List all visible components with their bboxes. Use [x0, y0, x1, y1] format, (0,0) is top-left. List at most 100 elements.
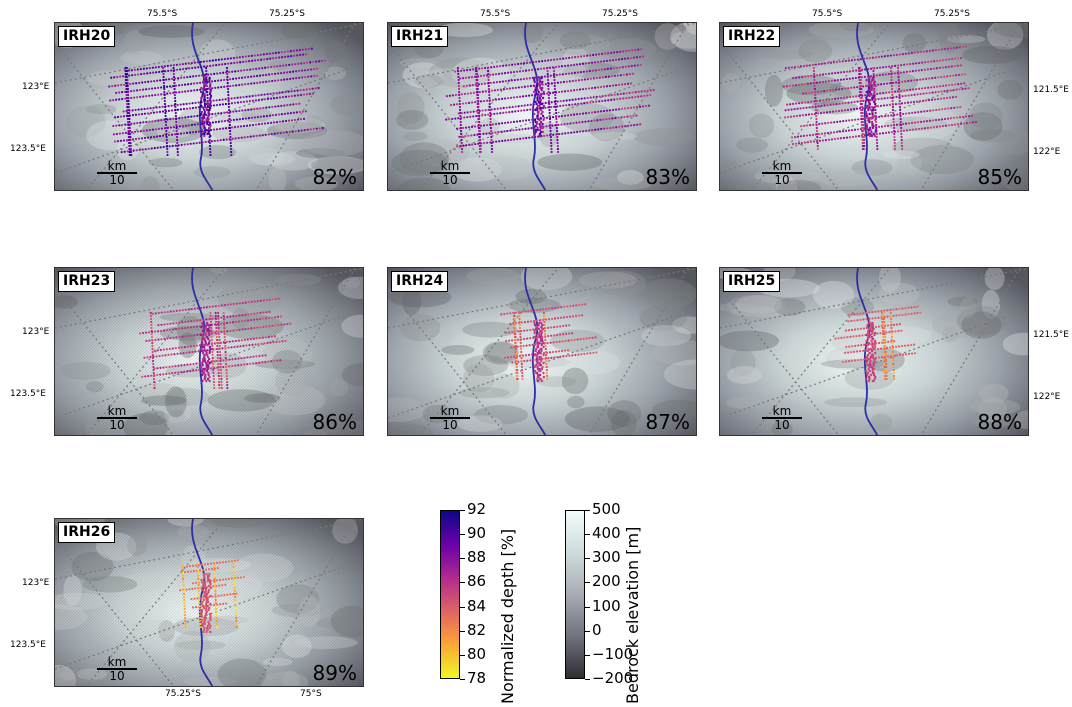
colorbar-tick-label: 0: [592, 620, 602, 639]
lon-label-left: 123.5°E: [10, 389, 46, 399]
scale-length: 10: [109, 418, 125, 432]
horizon-label: IRH21: [391, 26, 449, 47]
colorbar-tick-mark: [585, 582, 590, 584]
colorbar-tick-mark: [585, 679, 590, 680]
coverage-percent: 87%: [645, 410, 690, 434]
colorbar-tick-label: 300: [592, 548, 621, 567]
scale-bar: km 10: [430, 160, 470, 186]
bedrock-colorbar: [565, 510, 585, 679]
scale-length: 10: [109, 173, 125, 187]
colorbar-tick-label: 92: [467, 500, 487, 518]
map-panel: IRH22 85% km 10: [719, 22, 1029, 191]
scale-unit: km: [440, 404, 460, 418]
map-panel: IRH26 89% km 10: [54, 518, 364, 687]
colorbar-tick-label: 78: [467, 669, 487, 687]
colorbar-tick-label: −100: [592, 644, 634, 663]
colorbar-tick-label: 400: [592, 524, 621, 543]
colorbar-tick-label: 80: [467, 644, 487, 663]
colorbar-tick-mark: [585, 606, 590, 608]
scale-unit: km: [772, 404, 792, 418]
scale-line: [97, 668, 137, 670]
scale-bar: km 10: [430, 405, 470, 431]
lat-label-top: 75.25°S: [934, 9, 970, 19]
scale-unit: km: [107, 404, 127, 418]
colorbar-tick-mark: [460, 558, 465, 560]
scale-length: 10: [774, 173, 790, 187]
lat-label-top: 75.25°S: [602, 9, 638, 19]
scale-length: 10: [442, 418, 458, 432]
colorbar-tick-mark: [585, 630, 590, 632]
colorbar-tick-mark: [460, 630, 465, 632]
map-panel: IRH20 82% km 10: [54, 22, 364, 191]
scale-length: 10: [442, 173, 458, 187]
lat-label-top: 75.5°S: [480, 9, 511, 19]
scale-bar: km 10: [97, 160, 137, 186]
scale-bar: km 10: [762, 160, 802, 186]
map-panel: IRH25 88% km 10: [719, 267, 1029, 436]
map-panel: IRH23 86% km 10: [54, 267, 364, 436]
coverage-percent: 89%: [312, 661, 357, 685]
lat-label-top: 75.5°S: [812, 9, 843, 19]
scale-line: [762, 172, 802, 174]
colorbar-tick-label: 82: [467, 620, 487, 639]
horizon-label: IRH22: [723, 26, 781, 47]
scale-bar: km 10: [97, 656, 137, 682]
lon-label-right: 122°E: [1033, 147, 1061, 157]
scale-length: 10: [774, 418, 790, 432]
colorbar-tick-label: 500: [592, 500, 621, 518]
lon-label-left: 123°E: [22, 327, 50, 337]
scale-bar: km 10: [762, 405, 802, 431]
colorbar-tick-label: 84: [467, 596, 487, 615]
scale-length: 10: [109, 669, 125, 683]
map-canvas: [720, 23, 1028, 190]
colorbar-tick-mark: [585, 654, 590, 656]
map-canvas: [55, 23, 363, 190]
map-canvas: [55, 268, 363, 435]
map-canvas: [55, 519, 363, 686]
coverage-percent: 82%: [312, 165, 357, 189]
colorbar-tick-mark: [585, 558, 590, 560]
colorbar-tick-label: 100: [592, 596, 621, 615]
scale-line: [97, 417, 137, 419]
colorbar-tick-label: 90: [467, 524, 487, 543]
lon-label-left: 123°E: [22, 82, 50, 92]
colorbar-tick-mark: [460, 679, 465, 680]
coverage-percent: 85%: [977, 165, 1022, 189]
colorbar-tick-mark: [585, 510, 590, 511]
lat-label-top: 75.5°S: [147, 9, 178, 19]
lon-label-left: 123.5°E: [10, 640, 46, 650]
scale-line: [762, 417, 802, 419]
map-panel: IRH21 83% km 10: [387, 22, 697, 191]
colorbar-tick-label: 200: [592, 572, 621, 591]
colorbar-tick-mark: [460, 534, 465, 536]
colorbar-tick-label: −200: [592, 669, 634, 687]
colorbar-tick-label: 86: [467, 572, 487, 591]
depth-colorbar: [440, 510, 460, 679]
colorbar-tick-mark: [460, 606, 465, 608]
colorbar-label: Normalized depth [%]: [498, 528, 517, 704]
lon-label-left: 123.5°E: [10, 144, 46, 154]
scale-unit: km: [440, 159, 460, 173]
horizon-label: IRH20: [58, 26, 116, 47]
map-canvas: [388, 268, 696, 435]
colorbar-tick-label: 88: [467, 548, 487, 567]
colorbar-label: Bedrock elevation [m]: [623, 526, 642, 704]
colorbar-tick-mark: [460, 582, 465, 584]
lat-label-bottom: 75.25°S: [165, 689, 201, 699]
map-panel: IRH24 87% km 10: [387, 267, 697, 436]
scale-line: [430, 172, 470, 174]
colorbar-tick-mark: [460, 654, 465, 656]
scale-bar: km 10: [97, 405, 137, 431]
scale-unit: km: [107, 655, 127, 669]
map-canvas: [388, 23, 696, 190]
colorbar-tick-mark: [460, 510, 465, 511]
lat-label-bottom: 75°S: [300, 689, 322, 699]
colorbar-tick-mark: [585, 534, 590, 536]
lat-label-top: 75.25°S: [269, 9, 305, 19]
lon-label-right: 121.5°E: [1033, 85, 1069, 95]
scale-unit: km: [107, 159, 127, 173]
coverage-percent: 83%: [645, 165, 690, 189]
lon-label-right: 122°E: [1033, 392, 1061, 402]
horizon-label: IRH24: [391, 271, 449, 292]
scale-line: [430, 417, 470, 419]
